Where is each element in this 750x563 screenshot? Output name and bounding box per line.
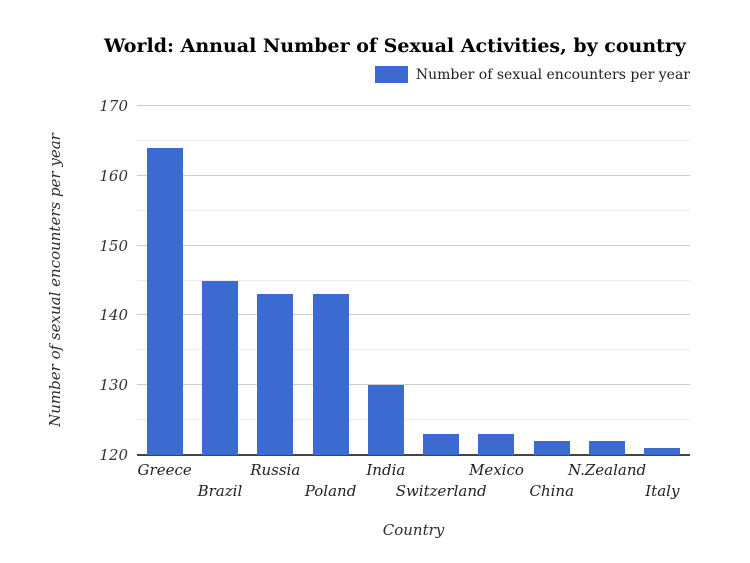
gridline-minor	[137, 349, 690, 351]
x-tick-label: Switzerland	[395, 482, 487, 500]
gridline-minor	[137, 209, 690, 211]
x-axis-title: Country	[382, 521, 445, 539]
bar-mexico	[478, 434, 515, 455]
x-tick-label: Mexico	[468, 461, 524, 479]
bar-brazil	[201, 280, 238, 455]
bar-switzerland	[423, 434, 460, 455]
bar-italy	[644, 448, 681, 455]
x-tick-label: China	[529, 482, 575, 500]
x-tick-label: N.Zealand	[567, 461, 647, 479]
x-axis-line	[137, 454, 690, 456]
y-tick-label: 120	[99, 446, 128, 464]
legend-label: Number of sexual encounters per year	[415, 66, 690, 83]
x-tick-label: Poland	[304, 482, 357, 500]
bar-greece	[146, 147, 183, 455]
gridline-minor	[137, 279, 690, 281]
bar-china	[533, 441, 570, 455]
bar-n-zealand	[589, 441, 626, 455]
y-tick-label: 130	[99, 376, 128, 395]
bar-poland	[312, 294, 349, 455]
x-tick-label: India	[366, 461, 406, 479]
gridline-minor	[137, 419, 690, 421]
y-tick-label: 170	[99, 97, 128, 115]
gridline-major	[137, 174, 690, 176]
gridline-major	[137, 244, 690, 246]
y-tick-label: 140	[99, 306, 128, 325]
bar-india	[367, 385, 404, 455]
x-tick-label: Russia	[250, 461, 301, 479]
x-tick-label: Brazil	[197, 482, 243, 500]
y-tick-label: 160	[99, 166, 128, 185]
plot-area	[137, 105, 690, 456]
x-tick-label: Greece	[137, 461, 192, 479]
gridline-major	[137, 314, 690, 316]
chart-title: World: Annual Number of Sexual Activitie…	[104, 35, 686, 57]
x-tick-label: Italy	[645, 482, 680, 500]
gridline-minor	[137, 139, 690, 141]
legend: Number of sexual encounters per year	[374, 66, 690, 83]
gridline-major	[137, 105, 690, 106]
bar-russia	[257, 294, 294, 455]
legend-swatch	[374, 66, 408, 83]
y-tick-label: 150	[99, 236, 128, 255]
gridline-major	[137, 384, 690, 386]
